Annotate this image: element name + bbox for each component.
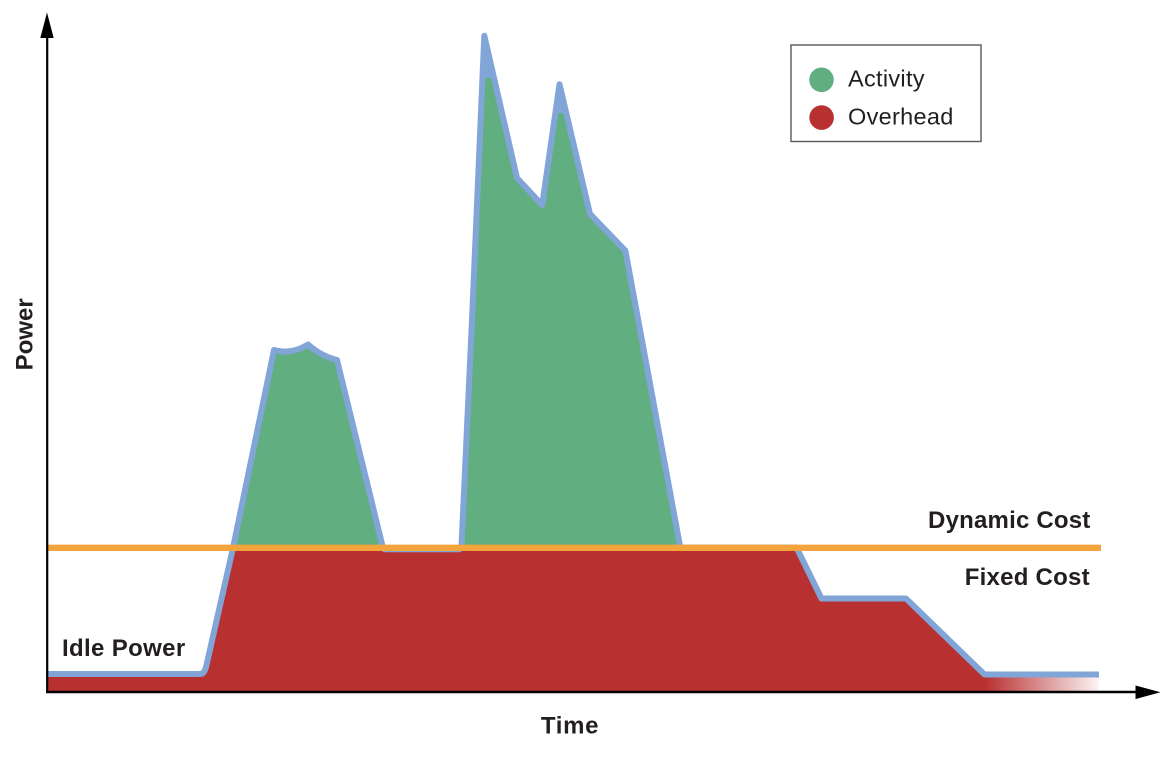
svg-text:Fixed Cost: Fixed Cost [965,564,1090,591]
svg-text:Time: Time [541,713,599,740]
svg-text:Power: Power [12,298,39,370]
svg-text:Overhead: Overhead [848,103,954,129]
svg-text:Idle Power: Idle Power [62,635,186,662]
svg-text:Dynamic Cost: Dynamic Cost [928,507,1090,534]
svg-text:Activity: Activity [848,66,925,92]
